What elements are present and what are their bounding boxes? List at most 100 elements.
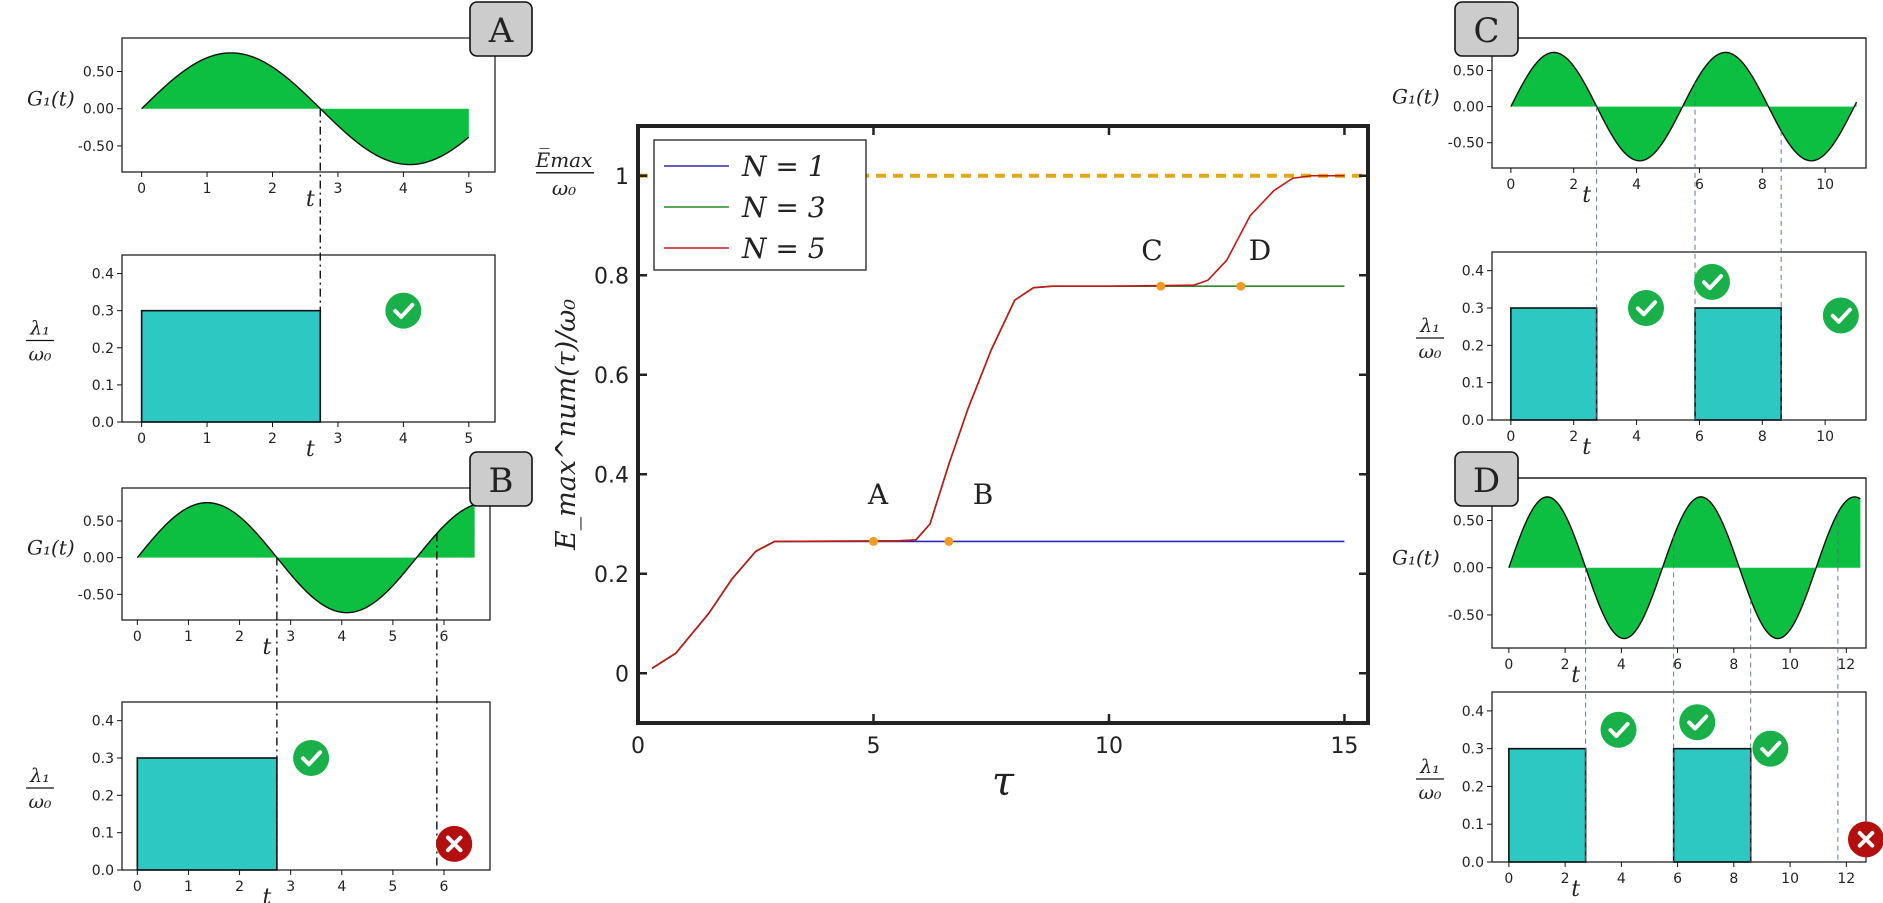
legend-label: N = 3 xyxy=(741,191,826,224)
lambda-bar xyxy=(1508,747,1587,863)
panel-badge-label: C xyxy=(1473,11,1499,51)
main-xlabel: τ xyxy=(992,759,1015,805)
lambda-xtick-label: 6 xyxy=(440,879,449,895)
lambda-label-den: ω₀ xyxy=(28,791,51,813)
lambda-xtick-label: 6 xyxy=(1695,429,1704,445)
lambda-ytick-label: 0.2 xyxy=(1462,338,1484,354)
g1-ytick-label: 0.00 xyxy=(1453,100,1484,116)
g1-ytick-label: -0.50 xyxy=(78,139,114,155)
g1-xtick-label: 5 xyxy=(388,629,397,645)
g1-ytick-label: 0.50 xyxy=(83,514,114,530)
g1-ytick-label: 0.00 xyxy=(83,102,114,118)
cross-mark xyxy=(445,835,463,853)
panel-a: 0.500.00-0.500 1 2 3 4 5G₁(t)0.40.30.20.10.00… xyxy=(26,1,533,462)
series-line-n1 xyxy=(651,540,1345,669)
lambda-ytick-label: 0.3 xyxy=(92,751,114,767)
g1-xtick-label: 2 xyxy=(1569,177,1578,193)
g1-ytick-label: 0.00 xyxy=(1453,561,1484,577)
g1-xtick-label: 4 xyxy=(399,181,408,197)
g1-ytick-label: 0.50 xyxy=(1453,514,1484,530)
lambda-xtick-label: 10 xyxy=(1781,871,1799,887)
g1-curve xyxy=(141,52,470,166)
g1-axes-frame xyxy=(121,37,496,173)
lambda-ytick-label: 0.3 xyxy=(1462,742,1484,758)
cross-circle-icon xyxy=(436,825,473,862)
lambda-ytick-label: 0.0 xyxy=(1462,413,1484,429)
lambda-xtick-label: 3 xyxy=(333,431,342,447)
g1-xlabel: t xyxy=(1571,663,1580,688)
check-circle-bg xyxy=(293,740,330,776)
lambda-ytick-label: 0.1 xyxy=(1462,376,1484,392)
lambda-label-den: ω₀ xyxy=(1418,341,1441,363)
lambda-xtick-label: 2 xyxy=(268,431,277,447)
main-ytick-label: 0.4 xyxy=(594,463,629,488)
g1-xtick-label: 6 xyxy=(440,629,449,645)
lambda-xtick-label: 12 xyxy=(1837,871,1855,887)
g1-xlabel: t xyxy=(1582,183,1591,208)
g1-ylabel: G₁(t) xyxy=(27,87,75,111)
g1-axes-frame xyxy=(121,487,491,621)
lambda-bar xyxy=(1672,747,1752,863)
g1-xtick-label: 4 xyxy=(1617,657,1626,673)
g1-xtick-label: 3 xyxy=(286,629,295,645)
lambda-ytick-label: 0.0 xyxy=(92,415,114,431)
lambda-ytick-label: 0.4 xyxy=(92,267,114,283)
panel-badge-label: A xyxy=(488,11,514,51)
point-marker-b xyxy=(944,536,954,546)
lambda-bar xyxy=(140,309,322,423)
main-xtick-label: 15 xyxy=(1330,734,1358,759)
g1-ytick-label: 0.50 xyxy=(1453,64,1484,80)
check-circle-bg xyxy=(385,292,422,329)
lambda-xtick-label: 0 xyxy=(1506,429,1515,445)
main-ytick-label: 1 xyxy=(615,165,629,190)
main-ytick-label: 0 xyxy=(615,662,629,687)
lambda-xtick-label: 2 xyxy=(235,879,244,895)
check-mark xyxy=(1701,274,1723,291)
panel-badge-label: D xyxy=(1473,461,1500,501)
legend-label: N = 5 xyxy=(741,232,826,265)
g1-xtick-label: 4 xyxy=(337,629,346,645)
g1-area xyxy=(1510,52,1857,161)
lambda-xtick-label: 3 xyxy=(286,879,295,895)
lambda-label-den: ω₀ xyxy=(1418,782,1441,804)
check-circle-bg xyxy=(1600,711,1637,748)
g1-xtick-label: 3 xyxy=(333,181,342,197)
g1-ytick-label: -0.50 xyxy=(1448,136,1484,152)
check-mark xyxy=(301,750,323,767)
check-circle-bg xyxy=(1628,290,1664,326)
lambda-ytick-label: 0.0 xyxy=(92,863,114,879)
point-marker-c xyxy=(1156,281,1166,291)
check-circle-icon xyxy=(1822,297,1859,334)
g1-xlabel: t xyxy=(306,187,315,212)
g1-curve xyxy=(1510,51,1858,162)
check-circle-icon xyxy=(385,292,422,329)
panel-b: 0.500.00-0.500 1 2 3 4 5 6G₁(t)0.40.30.20.10.0… xyxy=(26,451,533,903)
g1-ylabel: G₁(t) xyxy=(1392,85,1440,109)
lambda-ytick-label: 0.4 xyxy=(1462,704,1484,720)
g1-xtick-label: 1 xyxy=(184,629,193,645)
lambda-label-num: λ₁ xyxy=(29,318,50,340)
lambda-ytick-label: 0.1 xyxy=(92,378,114,394)
check-circle-bg xyxy=(1679,704,1716,741)
legend-label: N = 1 xyxy=(741,150,826,183)
lambda-xtick-label: 0 xyxy=(1504,871,1513,887)
g1-xtick-label: 10 xyxy=(1816,177,1834,193)
point-marker-d xyxy=(1236,281,1246,291)
panel-c: 0.500.00-0.500 2 4 6 8 10G₁(t)0.40.30.20.10.0… xyxy=(1392,1,1867,460)
check-circle-icon xyxy=(1694,263,1730,300)
lambda-ytick-label: 0.1 xyxy=(1462,817,1484,833)
check-mark xyxy=(393,302,415,319)
check-circle-icon xyxy=(1679,704,1716,741)
lambda-ytick-label: 0.0 xyxy=(1462,855,1484,871)
lambda-xtick-label: 4 xyxy=(337,879,346,895)
check-mark xyxy=(1760,740,1782,757)
lambda-xtick-label: 4 xyxy=(1632,429,1641,445)
g1-ylabel: G₁(t) xyxy=(27,536,75,560)
g1-xtick-label: 0 xyxy=(133,629,142,645)
g1-xtick-label: 2 xyxy=(1561,657,1570,673)
lambda-axes-frame xyxy=(1491,691,1867,863)
main-axes-frame xyxy=(636,124,1370,725)
g1-xtick-label: 0 xyxy=(1504,657,1513,673)
main-xtick-label: 5 xyxy=(866,734,880,759)
